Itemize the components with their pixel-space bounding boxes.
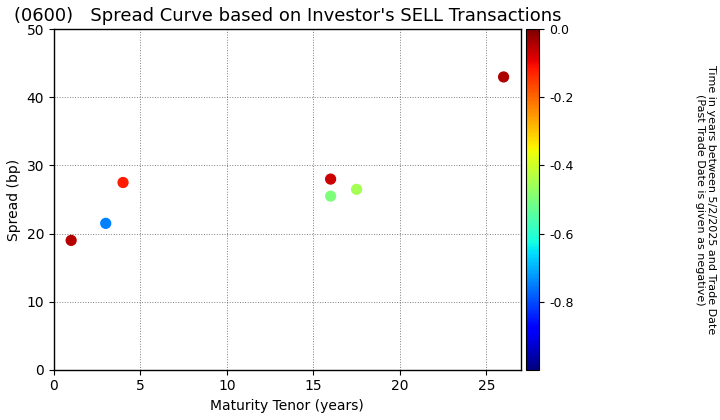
X-axis label: Maturity Tenor (years): Maturity Tenor (years) <box>210 399 364 413</box>
Point <box>325 176 336 182</box>
Point <box>498 74 509 80</box>
Point <box>351 186 362 193</box>
Title: (0600)   Spread Curve based on Investor's SELL Transactions: (0600) Spread Curve based on Investor's … <box>14 7 561 25</box>
Point <box>100 220 112 227</box>
Y-axis label: Spread (bp): Spread (bp) <box>7 158 21 241</box>
Y-axis label: Time in years between 5/2/2025 and Trade Date
(Past Trade Date is given as negat: Time in years between 5/2/2025 and Trade… <box>695 65 716 334</box>
Point <box>117 179 129 186</box>
Point <box>325 193 336 199</box>
Point <box>66 237 77 244</box>
